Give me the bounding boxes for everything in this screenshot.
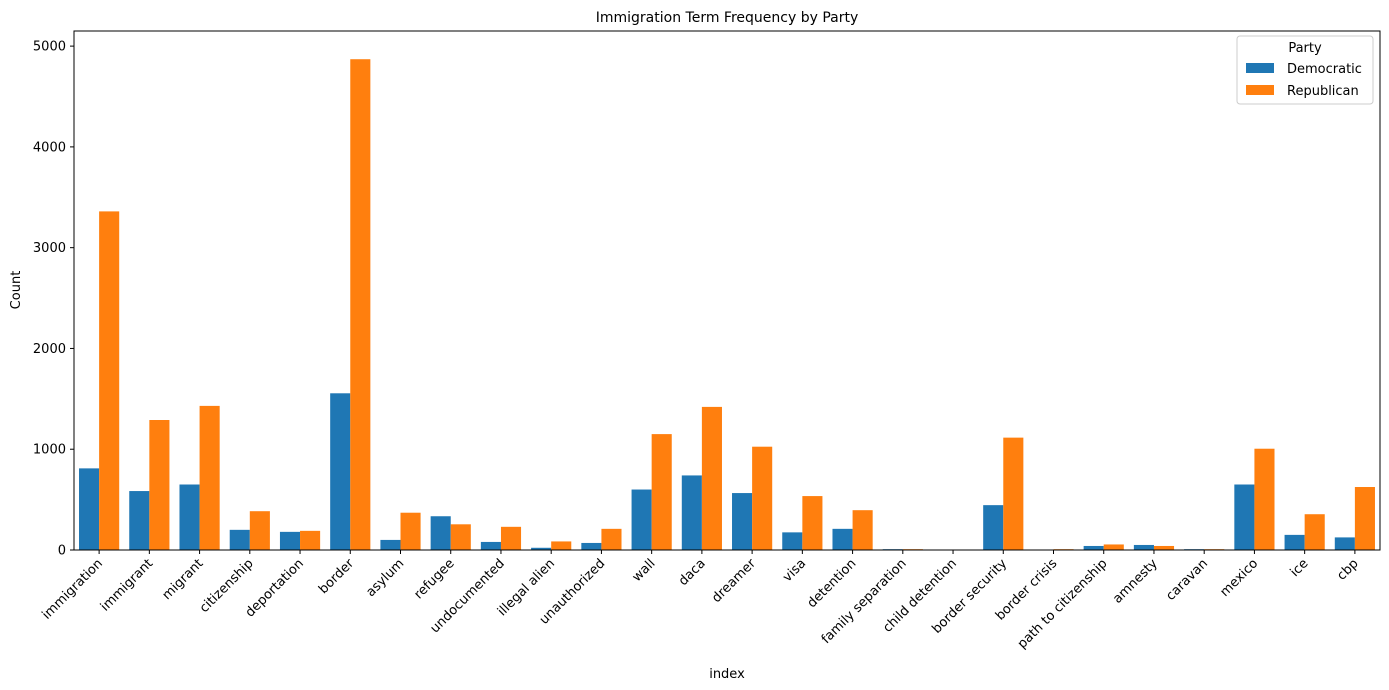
bar-republican-border-security	[1003, 437, 1024, 550]
bar-democratic-unauthorized	[581, 542, 602, 550]
bar-republican-unauthorized	[601, 528, 622, 550]
bar-republican-immigration	[99, 211, 120, 550]
y-axis-label: Count	[9, 271, 24, 310]
legend-swatch-democratic	[1246, 63, 1274, 73]
plot-frame	[73, 30, 1381, 551]
bar-republican-immigrant	[149, 420, 170, 550]
y-tick-label: 2000	[33, 342, 66, 357]
bar-democratic-mexico	[1234, 484, 1255, 550]
bar-republican-asylum	[400, 512, 421, 550]
x-tick-label-refugee: refugee	[412, 556, 458, 602]
bar-republican-detention	[852, 510, 873, 550]
bar-republican-deportation	[300, 530, 321, 550]
bar-democratic-detention	[832, 528, 853, 550]
bars	[79, 59, 1375, 550]
chart-title: Immigration Term Frequency by Party	[596, 10, 859, 26]
bar-democratic-immigration	[79, 468, 100, 550]
y-tick-label: 0	[58, 544, 66, 559]
bar-republican-wall	[651, 434, 672, 550]
x-tick-label-caravan: caravan	[1163, 556, 1211, 604]
x-tick-label-migrant: migrant	[160, 556, 207, 603]
bar-democratic-daca	[681, 475, 702, 550]
bar-republican-visa	[802, 496, 823, 550]
x-tick-label-family-separation: family separation	[819, 556, 910, 647]
y-tick-label: 3000	[33, 241, 66, 256]
bar-democratic-path-to-citizenship	[1083, 545, 1104, 550]
bar-republican-amnesty	[1153, 545, 1175, 550]
bar-democratic-asylum	[380, 539, 401, 550]
bar-democratic-cbp	[1334, 537, 1355, 550]
bar-democratic-citizenship	[229, 529, 250, 550]
x-tick-label-wall: wall	[630, 556, 659, 585]
bar-democratic-wall	[631, 489, 652, 550]
bar-republican-citizenship	[249, 511, 270, 550]
bar-democratic-refugee	[430, 516, 451, 550]
bar-democratic-dreamer	[732, 493, 753, 550]
x-tick-label-amnesty: amnesty	[1110, 556, 1161, 607]
bar-democratic-deportation	[279, 531, 301, 550]
bar-republican-refugee	[450, 524, 471, 550]
bar-democratic-amnesty	[1133, 544, 1154, 550]
bar-democratic-migrant	[179, 484, 200, 550]
x-tick-label-immigration: immigration	[39, 556, 105, 622]
plot-area	[73, 30, 1381, 551]
x-tick-label-immigrant: immigrant	[98, 556, 156, 614]
bar-republican-cbp	[1354, 487, 1375, 550]
bar-democratic-immigrant	[129, 491, 150, 550]
y-axis: 0 1000 2000 3000 4000 5000	[33, 40, 74, 559]
bar-republican-ice	[1304, 514, 1325, 550]
x-axis-label: index	[709, 667, 745, 682]
legend-swatch-republican	[1246, 85, 1274, 95]
x-tick-label-daca: daca	[676, 556, 709, 589]
bar-republican-mexico	[1254, 448, 1275, 550]
x-tick-label-visa: visa	[780, 556, 809, 585]
x-tick-label-border: border	[316, 556, 357, 597]
bar-democratic-ice	[1284, 534, 1305, 550]
legend: Party Democratic Republican	[1236, 35, 1374, 105]
bar-republican-border	[350, 59, 371, 550]
y-tick-label: 5000	[33, 40, 66, 55]
x-tick-label-asylum: asylum	[364, 556, 408, 600]
bar-democratic-undocumented	[480, 541, 501, 550]
x-tick-label-dreamer: dreamer	[709, 556, 759, 606]
bar-republican-path-to-citizenship	[1103, 544, 1124, 550]
x-tick-label-ice: ice	[1288, 556, 1312, 580]
bar-republican-migrant	[199, 405, 220, 550]
legend-title: Party	[1288, 41, 1322, 56]
bar-republican-undocumented	[500, 526, 522, 550]
legend-label-democratic: Democratic	[1287, 62, 1362, 77]
bar-democratic-illegal-alien	[531, 547, 552, 550]
y-tick-label: 1000	[33, 443, 66, 458]
bar-republican-dreamer	[752, 446, 773, 550]
y-tick-label: 4000	[33, 140, 66, 155]
bar-republican-illegal-alien	[551, 541, 572, 550]
x-tick-label-mexico: mexico	[1218, 556, 1262, 600]
x-tick-label-cbp: cbp	[1334, 556, 1361, 583]
bar-democratic-border	[330, 393, 351, 550]
bar-democratic-visa	[782, 532, 803, 550]
bar-republican-daca	[701, 406, 722, 550]
legend-label-republican: Republican	[1287, 84, 1359, 99]
x-tick-label-path-to-citizenship: path to citizenship	[1015, 556, 1111, 652]
bar-democratic-border-security	[983, 505, 1004, 550]
